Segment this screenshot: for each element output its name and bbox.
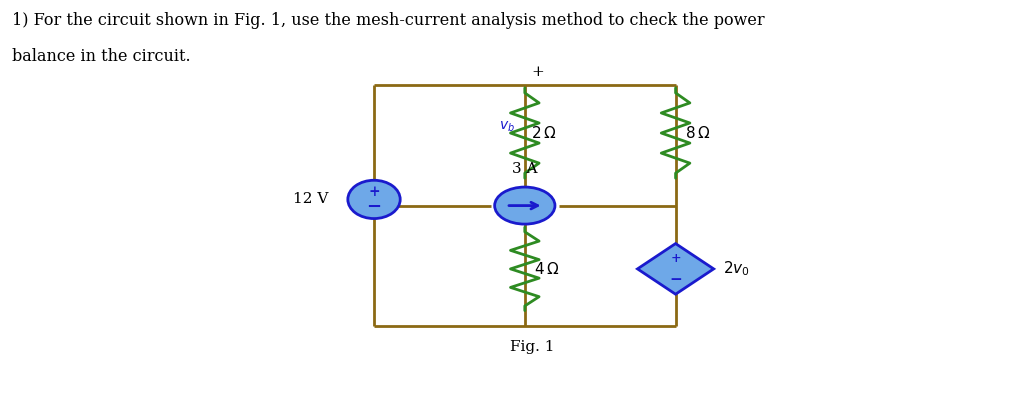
Text: $4\,\Omega$: $4\,\Omega$ [535, 261, 560, 277]
Text: 1) For the circuit shown in Fig. 1, use the mesh-current analysis method to chec: 1) For the circuit shown in Fig. 1, use … [12, 12, 765, 29]
Text: $8\,\Omega$: $8\,\Omega$ [685, 125, 711, 141]
Text: −: − [367, 198, 382, 216]
Text: −: − [531, 187, 546, 205]
Text: 3 A: 3 A [512, 162, 538, 176]
Text: balance in the circuit.: balance in the circuit. [12, 48, 190, 65]
Text: +: + [369, 185, 380, 199]
Text: $2v_0$: $2v_0$ [723, 259, 750, 278]
Ellipse shape [348, 180, 400, 219]
Text: $v_b$: $v_b$ [500, 119, 515, 134]
Polygon shape [638, 243, 714, 294]
Text: Fig. 1: Fig. 1 [511, 340, 555, 354]
Ellipse shape [495, 187, 555, 224]
Text: +: + [531, 65, 544, 79]
Text: $2\,\Omega$: $2\,\Omega$ [531, 125, 556, 141]
Text: +: + [671, 252, 681, 265]
Text: 12 V: 12 V [293, 192, 328, 207]
Text: −: − [670, 273, 682, 287]
